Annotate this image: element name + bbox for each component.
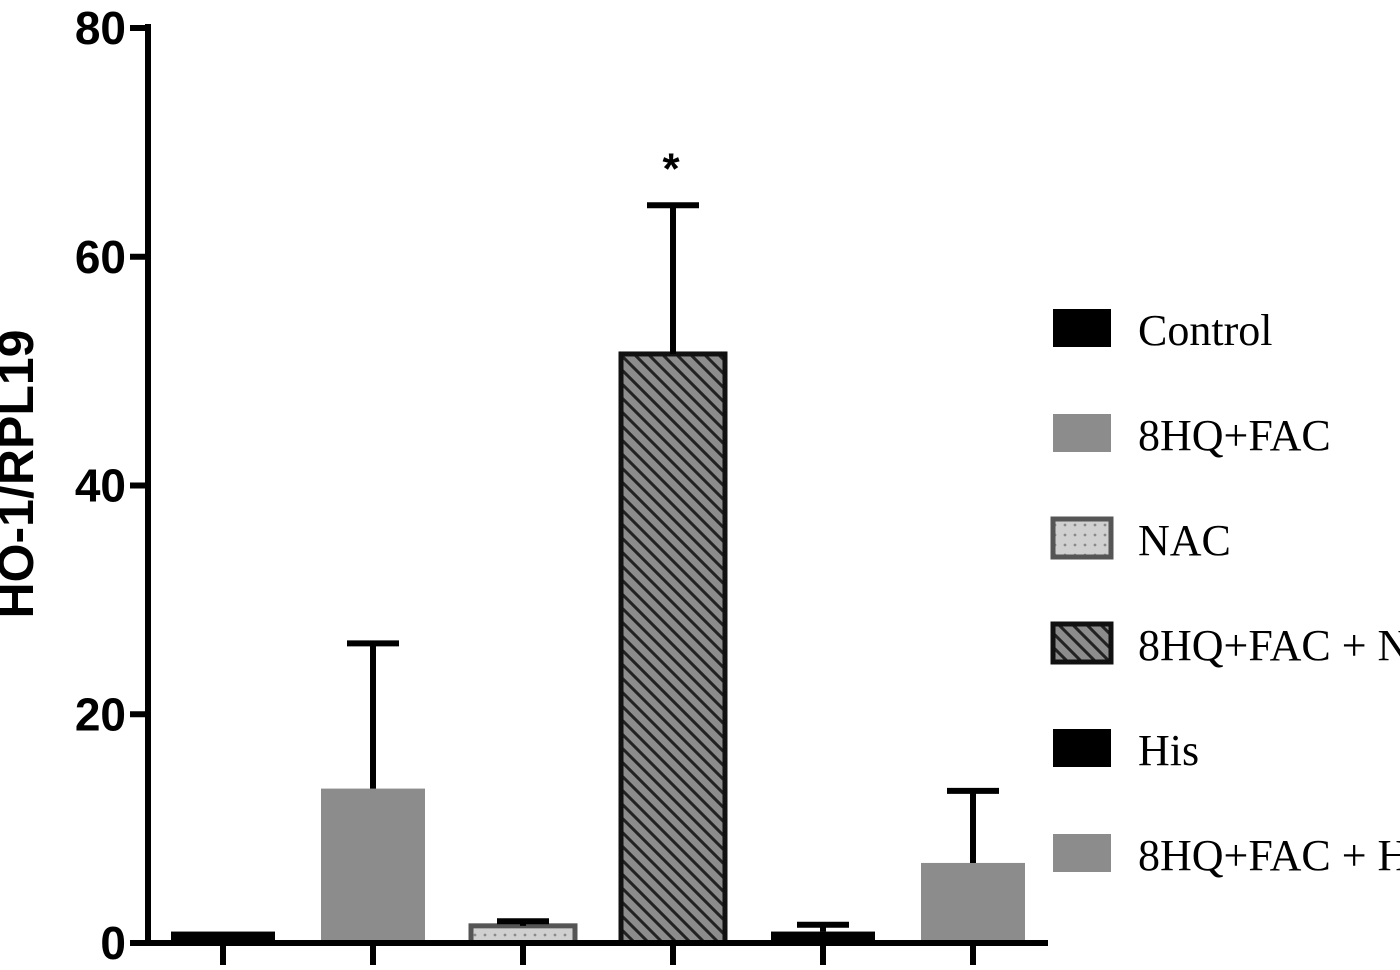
bar-1	[321, 788, 425, 943]
bar-4	[771, 931, 875, 943]
legend-label-1: 8HQ+FAC	[1138, 411, 1331, 460]
legend-swatch-4	[1053, 729, 1111, 767]
legend-swatch-1	[1053, 414, 1111, 452]
y-axis-label: HO-1/RPL19	[0, 330, 44, 619]
y-tick-label-3: 60	[75, 231, 126, 283]
legend-label-0: Control	[1138, 306, 1272, 355]
significance-mark-0: *	[662, 144, 680, 193]
y-tick-label-2: 40	[75, 460, 126, 512]
legend-swatch-0	[1053, 309, 1111, 347]
bar-0	[171, 931, 275, 943]
legend-swatch-2	[1050, 516, 1114, 560]
y-tick-label-1: 20	[75, 688, 126, 740]
legend-swatch-5	[1053, 834, 1111, 872]
bar-3	[618, 351, 728, 946]
y-tick-label-4: 80	[75, 2, 126, 54]
legend-label-2: NAC	[1138, 516, 1231, 565]
y-tick-label-0: 0	[100, 917, 126, 969]
legend-label-3: 8HQ+FAC + NAC	[1138, 621, 1400, 670]
legend-swatch-3	[1050, 621, 1114, 665]
legend-label-4: His	[1138, 726, 1199, 775]
legend-label-5: 8HQ+FAC + His	[1138, 831, 1400, 880]
bar-5	[921, 862, 1025, 943]
